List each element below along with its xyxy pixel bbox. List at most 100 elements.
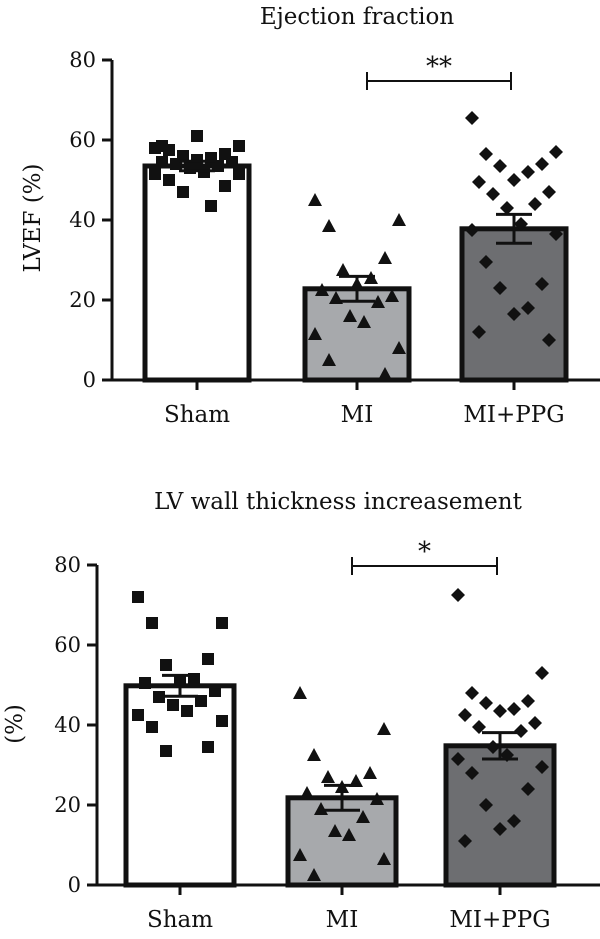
data-point xyxy=(233,168,245,180)
data-point xyxy=(465,766,479,780)
data-point xyxy=(507,814,521,828)
data-point xyxy=(493,704,507,718)
data-point xyxy=(521,301,535,315)
data-point xyxy=(181,705,193,717)
x-tick-label: Sham xyxy=(147,907,213,933)
data-point xyxy=(535,760,549,774)
data-point xyxy=(307,748,321,761)
data-points xyxy=(149,111,563,380)
data-point xyxy=(195,695,207,707)
data-point xyxy=(132,709,144,721)
data-point xyxy=(315,283,329,296)
data-point xyxy=(342,828,356,841)
data-point xyxy=(549,227,563,241)
bar xyxy=(142,163,252,383)
data-point xyxy=(465,111,479,125)
data-point xyxy=(535,157,549,171)
data-point xyxy=(465,223,479,237)
data-point xyxy=(146,721,158,733)
data-point xyxy=(514,217,528,231)
data-point xyxy=(205,200,217,212)
x-tick-label: MI+PPG xyxy=(449,907,550,933)
chart-title: Ejection fraction xyxy=(260,4,455,30)
x-tick-label: Sham xyxy=(164,402,230,428)
bar xyxy=(285,795,399,888)
data-point xyxy=(451,752,465,766)
y-tick-labels: 0 20 40 60 80 xyxy=(69,48,96,392)
data-point xyxy=(528,197,542,211)
data-point xyxy=(528,716,542,730)
data-points xyxy=(132,588,549,881)
data-point xyxy=(314,802,328,815)
data-point xyxy=(322,219,336,232)
data-point xyxy=(160,745,172,757)
data-point xyxy=(328,824,342,837)
data-point xyxy=(535,277,549,291)
y-tick-label: 40 xyxy=(54,713,81,737)
data-point xyxy=(486,740,500,754)
error-bars xyxy=(162,673,518,812)
data-point xyxy=(458,834,472,848)
data-point xyxy=(392,341,406,354)
data-point xyxy=(357,315,371,328)
data-point xyxy=(377,852,391,865)
data-point xyxy=(377,722,391,735)
data-point xyxy=(233,140,245,152)
significance-bracket: ** xyxy=(366,52,512,90)
data-point xyxy=(535,666,549,680)
x-tick-label: MI xyxy=(326,907,359,933)
data-point xyxy=(479,255,493,269)
data-point xyxy=(307,868,321,881)
significance-bracket: * xyxy=(351,537,498,575)
y-tick-label: 0 xyxy=(68,873,81,897)
data-point xyxy=(202,653,214,665)
data-point xyxy=(132,591,144,603)
y-tick-label: 60 xyxy=(54,633,81,657)
data-point xyxy=(472,325,486,339)
data-point xyxy=(542,185,556,199)
data-point xyxy=(356,810,370,823)
bars xyxy=(142,163,569,383)
data-point xyxy=(209,685,221,697)
data-point xyxy=(500,201,514,215)
data-point xyxy=(479,696,493,710)
y-tick-label: 40 xyxy=(69,208,96,232)
data-point xyxy=(371,295,385,308)
data-point xyxy=(216,617,228,629)
data-point xyxy=(542,333,556,347)
data-point xyxy=(160,659,172,671)
significance-label: ** xyxy=(426,52,452,82)
data-point xyxy=(191,130,203,142)
data-point xyxy=(472,175,486,189)
data-point xyxy=(514,724,528,738)
data-point xyxy=(493,281,507,295)
y-tick-label: 80 xyxy=(69,48,96,72)
bar xyxy=(459,226,569,383)
data-point xyxy=(321,770,335,783)
data-point xyxy=(486,187,500,201)
data-point xyxy=(349,774,363,787)
y-tick-label: 60 xyxy=(69,128,96,152)
x-tick-label: MI xyxy=(341,402,374,428)
data-point xyxy=(308,193,322,206)
data-point xyxy=(322,353,336,366)
data-point xyxy=(392,213,406,226)
data-point xyxy=(300,786,314,799)
data-point xyxy=(549,145,563,159)
chart-lv-wall-thickness: LV wall thickness increasement (%) * Sha… xyxy=(2,489,600,933)
data-point xyxy=(507,173,521,187)
x-tick-label: MI+PPG xyxy=(463,402,564,428)
data-point xyxy=(479,798,493,812)
data-point xyxy=(507,702,521,716)
data-point xyxy=(521,165,535,179)
data-point xyxy=(370,792,384,805)
data-point xyxy=(521,694,535,708)
data-point xyxy=(493,822,507,836)
data-point xyxy=(153,691,165,703)
data-point xyxy=(363,766,377,779)
data-point xyxy=(167,699,179,711)
data-point xyxy=(458,708,472,722)
y-tick-label: 20 xyxy=(69,288,96,312)
data-point xyxy=(156,140,168,152)
